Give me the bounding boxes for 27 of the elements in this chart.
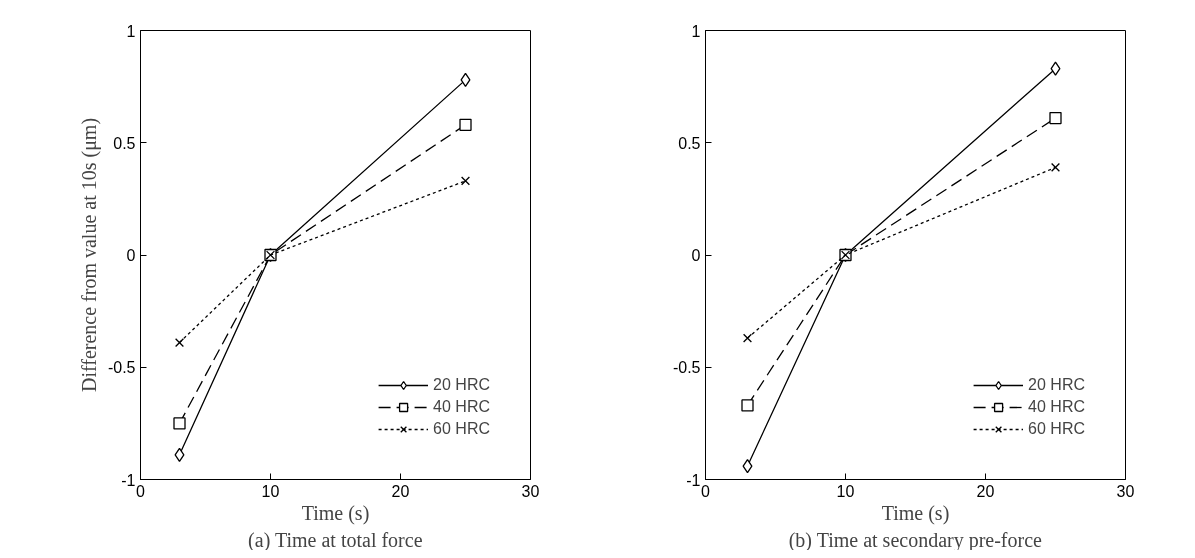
y-tick-label: 0.5: [113, 134, 136, 152]
text: (a) Time at total force: [248, 528, 423, 552]
y-tick-label: -1: [121, 471, 136, 489]
x-tick-label: 30: [521, 482, 540, 500]
legend-label: 60 HRC: [433, 420, 490, 438]
y-tick-label: 1: [126, 22, 136, 40]
y-tick-label: 0.5: [678, 134, 701, 152]
x-axis-title: Time (s): [301, 501, 370, 525]
y-tick-label: -0.5: [672, 359, 701, 377]
y-tick-label: 0: [691, 247, 701, 264]
y-axis-title: Difference from value at 10s (μm): [77, 117, 101, 393]
x-tick-label: 10: [836, 482, 855, 500]
legend-label: 20 HRC: [433, 376, 490, 394]
x-tick-label: 30: [1116, 482, 1135, 500]
text: (b) Time at secondary pre-force: [788, 528, 1043, 552]
y-tick-label: -1: [686, 471, 701, 489]
legend-label: 40 HRC: [1028, 398, 1085, 416]
x-tick-label: 10: [261, 482, 280, 500]
legend-label: 40 HRC: [433, 398, 490, 416]
x-tick-label: 20: [391, 482, 410, 500]
legend-label: 60 HRC: [1028, 420, 1085, 438]
legend-label: 20 HRC: [1028, 376, 1085, 394]
y-tick-label: 1: [691, 22, 701, 40]
x-tick-label: 20: [976, 482, 995, 500]
y-tick-label: 0: [126, 247, 136, 264]
x-axis-title: Time (s): [881, 501, 950, 525]
y-tick-label: -0.5: [107, 359, 136, 377]
